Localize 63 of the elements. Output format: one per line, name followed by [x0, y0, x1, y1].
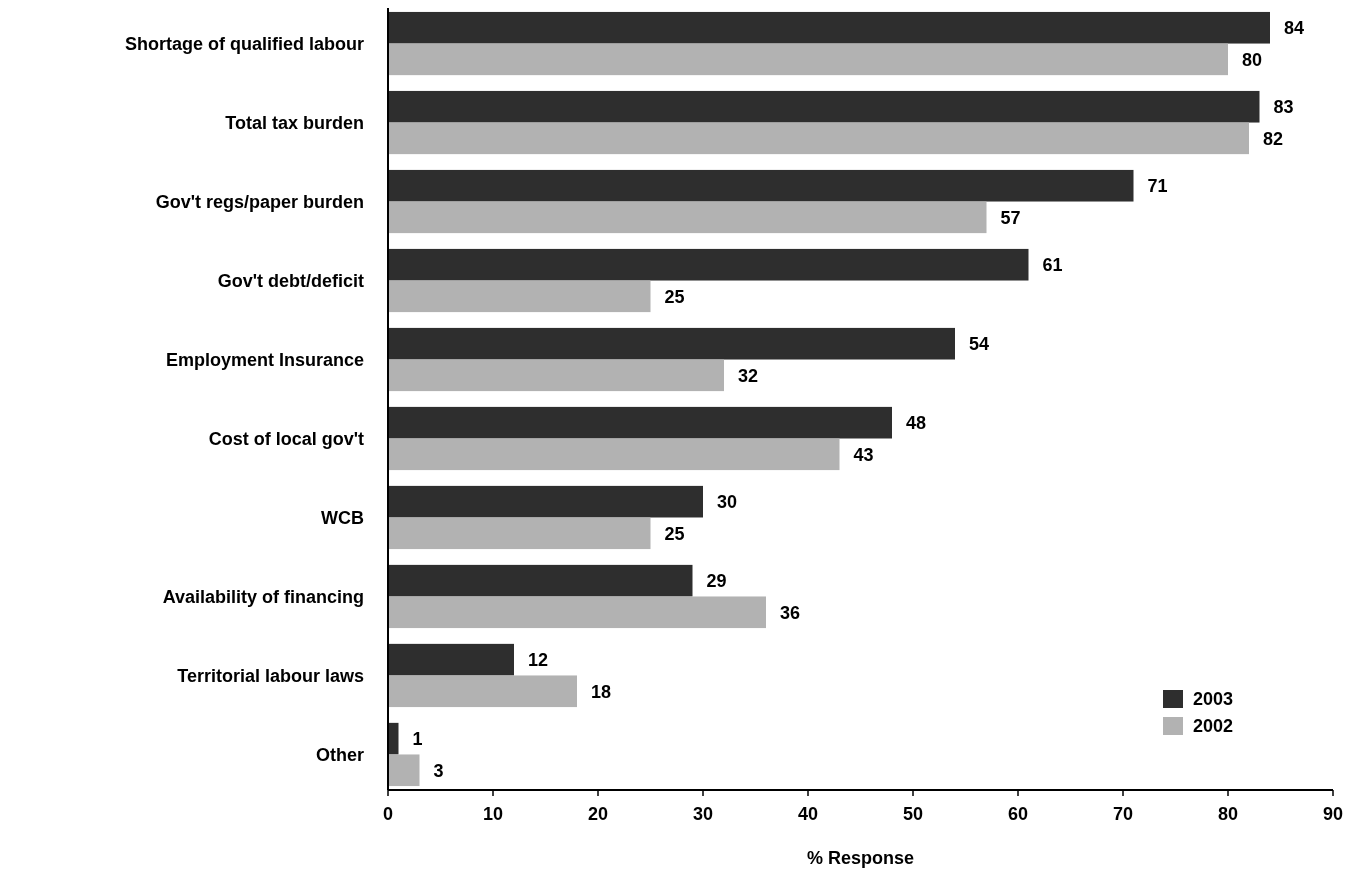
- x-tick-label: 80: [1217, 804, 1239, 824]
- y-tick-label: Gov't regs/paper burden: [155, 191, 364, 212]
- bar: [388, 517, 651, 550]
- bar: [388, 11, 1270, 44]
- data-label: 71: [1147, 176, 1168, 197]
- x-tick-label: 10: [482, 804, 504, 824]
- x-tick-label: 70: [1112, 804, 1134, 824]
- x-tick-label: 30: [692, 804, 714, 824]
- bar: [388, 564, 693, 597]
- y-tick-label: Other: [315, 744, 364, 765]
- legend-label: 2002: [1193, 716, 1234, 737]
- x-tick-label: 20: [587, 804, 609, 824]
- x-axis-title: % Response: [806, 848, 915, 868]
- bar: [388, 122, 1249, 155]
- bar: [388, 754, 420, 787]
- bar: [388, 90, 1260, 123]
- bar: [388, 201, 987, 234]
- data-label: 12: [528, 649, 549, 670]
- data-label: 83: [1273, 97, 1294, 118]
- bar: [388, 43, 1228, 76]
- x-tick-label: 40: [797, 804, 819, 824]
- bar: [388, 327, 955, 360]
- bar: [388, 169, 1134, 202]
- x-tick-label: 90: [1322, 804, 1344, 824]
- bar: [388, 280, 651, 313]
- data-label: 36: [780, 602, 801, 623]
- data-label: 18: [591, 681, 612, 702]
- bar: [388, 438, 840, 471]
- data-label: 25: [664, 523, 685, 544]
- bar: [388, 722, 399, 755]
- data-label: 84: [1284, 18, 1305, 39]
- bar: [388, 248, 1029, 281]
- x-tick-label: 0: [382, 804, 394, 824]
- bar: [388, 359, 724, 392]
- y-tick-label: Territorial labour laws: [177, 665, 364, 686]
- bar: [388, 485, 703, 518]
- data-label: 43: [853, 444, 874, 465]
- data-label: 29: [706, 570, 727, 591]
- x-tick-label: 60: [1007, 804, 1029, 824]
- data-label: 80: [1242, 49, 1263, 70]
- data-label: 82: [1263, 128, 1284, 149]
- y-tick-label: Total tax burden: [225, 112, 364, 133]
- data-label: 48: [906, 413, 927, 433]
- bar: [388, 406, 892, 439]
- data-label: 57: [1000, 207, 1021, 228]
- y-tick-label: Employment Insurance: [165, 349, 364, 370]
- data-label: 3: [433, 760, 444, 781]
- bar: [388, 675, 577, 708]
- data-label: 25: [664, 286, 685, 307]
- bar: [388, 596, 766, 629]
- legend-label: 2003: [1193, 689, 1234, 710]
- data-label: 1: [412, 728, 423, 749]
- data-label: 54: [969, 334, 990, 355]
- y-tick-label: WCB: [321, 507, 364, 528]
- y-tick-label: Availability of financing: [162, 586, 364, 607]
- y-tick-label: Shortage of qualified labour: [124, 33, 364, 54]
- y-tick-label: Gov't debt/deficit: [217, 270, 364, 291]
- y-tick-label: Cost of local gov't: [208, 428, 364, 449]
- data-label: 30: [717, 491, 738, 512]
- x-tick-label: 50: [902, 804, 924, 824]
- data-label: 61: [1042, 255, 1063, 276]
- bar: [388, 643, 514, 676]
- data-label: 32: [738, 365, 759, 386]
